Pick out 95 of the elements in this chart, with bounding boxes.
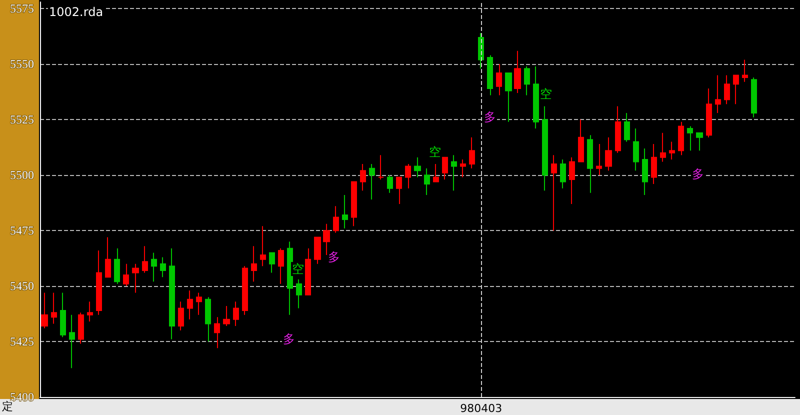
candlestick	[715, 74, 721, 114]
candlestick	[706, 88, 712, 138]
candlestick	[351, 181, 357, 227]
candlestick	[451, 154, 457, 192]
candlestick	[433, 163, 439, 182]
candlestick	[132, 263, 139, 294]
annotation: 多	[692, 167, 704, 181]
candlestick	[678, 121, 684, 156]
candlestick	[96, 250, 102, 316]
candlestick	[596, 144, 602, 176]
candlestick	[323, 223, 330, 256]
candlestick	[387, 174, 393, 194]
candlestick	[442, 156, 448, 180]
candlestick	[405, 163, 411, 189]
candlestick	[360, 163, 366, 192]
candlestick	[642, 148, 648, 196]
annotation: 多	[484, 110, 496, 124]
annotation: 空	[292, 262, 304, 276]
annotation: 多	[283, 332, 295, 346]
candlestick	[733, 74, 739, 105]
annotation: 空	[540, 87, 552, 101]
candlestick	[487, 54, 493, 96]
candlestick	[41, 292, 48, 329]
candlestick	[160, 256, 166, 278]
candlestick	[314, 236, 321, 264]
candlestick	[233, 301, 239, 326]
candlestick	[414, 156, 421, 178]
candlestick	[60, 292, 66, 338]
candlestick	[296, 278, 302, 309]
candlestick	[751, 76, 757, 118]
text: 定	[2, 400, 13, 413]
candlestick	[223, 306, 230, 326]
candlestick	[514, 50, 521, 94]
candlestick	[624, 112, 630, 142]
candlestick	[533, 66, 539, 129]
candlestick	[633, 128, 639, 172]
candlestick	[551, 154, 557, 232]
candlestick	[342, 194, 348, 229]
candlestick	[542, 106, 548, 192]
candlestick	[205, 296, 211, 342]
candlestick	[169, 248, 175, 340]
candlestick	[287, 241, 293, 316]
candlestick	[587, 134, 593, 194]
candlestick	[424, 168, 430, 196]
candlestick	[615, 106, 621, 154]
candlestick	[369, 163, 375, 200]
candlestick	[378, 154, 384, 180]
x-tick-label: 980403	[460, 402, 502, 415]
candlestick	[524, 66, 530, 96]
candlestick	[123, 263, 129, 287]
candlestick	[69, 314, 75, 369]
candlestick	[196, 292, 202, 316]
candlestick	[278, 248, 284, 284]
candlestick	[669, 141, 675, 160]
candlestick	[305, 248, 311, 296]
candlestick	[251, 246, 257, 282]
candlestick	[742, 59, 748, 82]
candlestick	[687, 126, 693, 152]
candlestick	[105, 236, 111, 278]
candlestick	[396, 176, 402, 204]
candlestick	[569, 156, 575, 204]
annotation: 多	[328, 250, 340, 264]
candlestick	[460, 159, 466, 178]
candlestick	[578, 119, 584, 162]
candlestick	[214, 316, 220, 349]
y-tick-label: 5475	[10, 224, 34, 238]
candlestick	[178, 301, 184, 331]
candlestick	[605, 136, 612, 172]
candlestick	[78, 312, 84, 344]
y-tick-label: 5450	[10, 279, 34, 294]
candlestick	[142, 246, 148, 274]
candlestick	[505, 72, 512, 122]
candlestick	[187, 290, 193, 320]
candlestick	[696, 132, 703, 152]
candlestick	[151, 252, 157, 282]
candlestick	[87, 301, 93, 322]
candlestick	[496, 64, 502, 96]
candlestick	[560, 159, 566, 189]
y-tick-label: 5425	[10, 334, 34, 349]
candlestick	[114, 248, 120, 284]
candlestick	[660, 132, 666, 162]
candlestick	[469, 136, 475, 169]
candlestick	[724, 74, 730, 105]
candlestick	[51, 292, 57, 324]
y-tick-label: 5500	[10, 168, 34, 182]
annotation: 1002.rda	[49, 5, 104, 19]
candlestick	[651, 144, 657, 184]
candlestick	[333, 206, 339, 234]
y-tick-label: 5550	[10, 57, 34, 72]
candlestick	[242, 266, 248, 316]
y-tick-label: 5575	[10, 2, 34, 16]
annotation: 空	[429, 145, 441, 159]
y-tick-label: 5525	[10, 112, 34, 127]
candlestick	[260, 226, 266, 267]
candlestick	[269, 252, 275, 274]
